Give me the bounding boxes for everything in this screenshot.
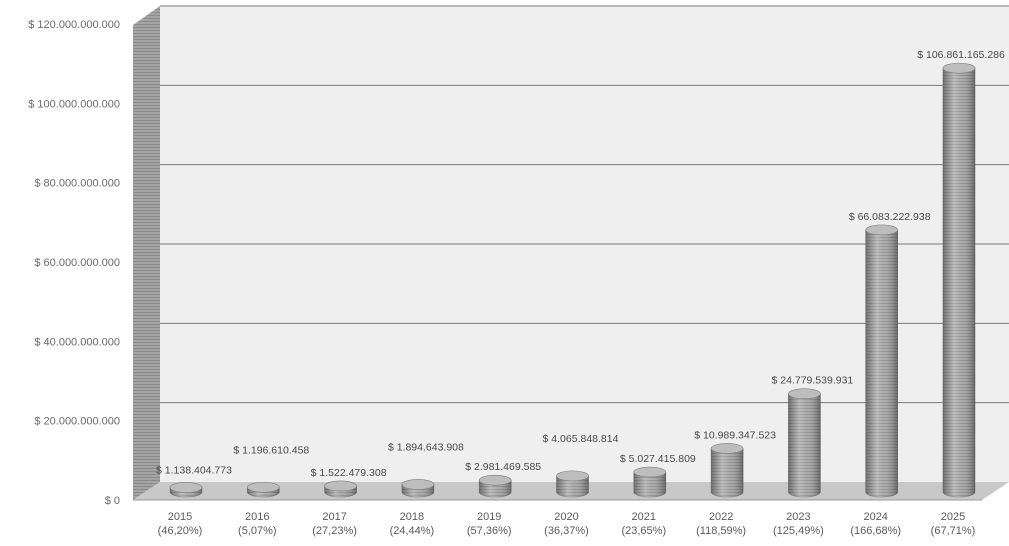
y-tick-label: $ 40.000.000.000 xyxy=(34,336,120,348)
x-tick-label: 2025 (67,71%) xyxy=(931,511,976,537)
x-tick-label: 2017 (27,23%) xyxy=(312,511,357,537)
y-tick-label: $ 60.000.000.000 xyxy=(34,257,120,269)
data-label: $ 1.138.404.773 xyxy=(156,464,232,476)
bar-shade xyxy=(943,68,975,498)
bar-top-cap xyxy=(942,62,976,74)
y-tick-label: $ 80.000.000.000 xyxy=(34,178,120,190)
bar xyxy=(710,443,744,498)
bar-shade xyxy=(865,229,898,498)
bar xyxy=(324,480,357,498)
bar-top-cap xyxy=(246,481,280,493)
x-tick-label: 2018 (24,44%) xyxy=(390,511,435,537)
bar-top-cap xyxy=(401,479,435,490)
x-tick-label: 2015 (46,20%) xyxy=(158,511,203,537)
x-tick-label: 2020 (36,37%) xyxy=(544,511,589,537)
bar xyxy=(865,224,899,498)
data-label: $ 106.861.165.286 xyxy=(917,49,1005,61)
x-tick-label: 2016 (5,07%) xyxy=(238,511,277,537)
y-tick-label: $ 120.000.000.000 xyxy=(28,19,120,31)
bar xyxy=(633,466,667,498)
bar-shade xyxy=(711,448,744,497)
data-label: $ 2.981.469.585 xyxy=(465,461,541,473)
x-tick-label: 2021 (23,65%) xyxy=(621,511,666,537)
y-tick-label: $ 100.000.000.000 xyxy=(28,98,120,110)
bar-top-cap xyxy=(324,480,357,492)
bar xyxy=(478,474,512,498)
bar xyxy=(556,470,589,498)
bars xyxy=(169,62,976,498)
data-label: $ 1.894.643.908 xyxy=(388,441,464,453)
bar-shade xyxy=(788,393,821,497)
bar xyxy=(169,482,203,498)
bar-top-cap xyxy=(788,388,821,400)
y-axis: $ 0 $ 20.000.000.000 $ 40.000.000.000 $ 60.… xyxy=(28,19,120,507)
y-tick-label: $ 20.000.000.000 xyxy=(34,416,120,428)
x-tick-label: 2023 (125,49%) xyxy=(773,511,824,537)
data-label: $ 10.989.347.523 xyxy=(694,429,776,441)
y-tick-label: $ 0 xyxy=(105,495,120,507)
data-label: $ 1.196.610.458 xyxy=(233,444,309,456)
chart-side-wall xyxy=(133,6,160,500)
data-label: $ 1.522.479.308 xyxy=(311,467,387,479)
data-labels: $ 1.138.404.773$ 1.196.610.458$ 1.522.47… xyxy=(156,49,1005,479)
bar xyxy=(246,481,280,498)
bar-top-cap xyxy=(556,470,589,482)
bar xyxy=(788,388,821,498)
bar-shade xyxy=(633,472,666,497)
x-tick-label: 2024 (166,68%) xyxy=(850,511,901,537)
x-tick-label: 2019 (57,36%) xyxy=(467,511,512,537)
data-label: $ 66.083.222.938 xyxy=(849,211,931,223)
data-label: $ 4.065.848.814 xyxy=(543,433,619,445)
bar xyxy=(942,62,976,498)
bar-top-cap xyxy=(633,466,667,478)
bar xyxy=(401,479,435,498)
bar-top-cap xyxy=(710,443,744,454)
x-axis: 2015 (46,20%) 2016 (5,07%) 2017 (27,23%) 2018(… xyxy=(158,511,976,537)
bar-top-cap xyxy=(169,482,203,493)
data-label: $ 24.779.539.931 xyxy=(772,375,854,387)
x-tick-label: 2022 (118,59%) xyxy=(696,511,746,537)
data-label: $ 5.027.415.809 xyxy=(620,453,696,465)
bar-shade xyxy=(556,475,589,497)
bar-top-cap xyxy=(865,224,899,236)
bar-top-cap xyxy=(478,474,512,486)
